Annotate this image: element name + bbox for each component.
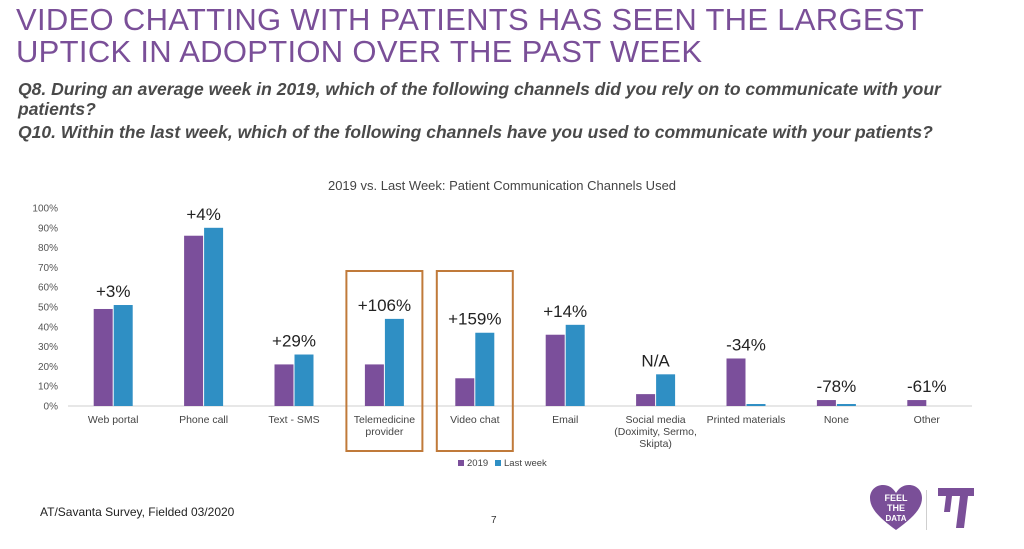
y-tick-label: 40% [38,322,58,333]
bar-last-week [384,318,404,406]
svg-text:DATA: DATA [885,514,906,523]
legend-swatch [458,460,464,466]
bar-2019 [726,358,746,406]
x-category-label: Other [914,414,941,426]
legend-swatch [495,460,501,466]
x-category-label: (Doximity, Sermo, [614,426,697,438]
bar-last-week [746,404,766,406]
y-tick-label: 50% [38,303,58,314]
headline-line-2: UPTICK IN ADOPTION OVER THE PAST WEEK [16,34,703,69]
x-category-label: Video chat [450,414,500,426]
logo-divider [926,490,927,530]
y-tick-label: 70% [38,263,58,274]
x-category-label: Telemedicine [354,414,415,426]
y-tick-label: 30% [38,342,58,353]
bar-2019 [545,334,565,406]
y-tick-label: 100% [32,204,58,215]
x-category-label: Social media [626,414,686,426]
y-tick-label: 90% [38,223,58,234]
x-category-label: Skipta) [639,438,672,450]
change-label: +29% [272,332,316,351]
highlight-box [345,270,424,452]
footer-source: AT/Savanta Survey, Fielded 03/2020 [40,505,235,519]
change-label: +159% [448,310,501,329]
bar-2019 [274,364,294,406]
bar-last-week [656,374,676,406]
svg-text:FEEL: FEEL [884,493,908,503]
change-label: +3% [96,282,131,301]
change-label: -34% [726,335,766,354]
change-label: -78% [817,377,857,396]
chart-area: 2019 vs. Last Week: Patient Communicatio… [0,170,1024,480]
change-label: +4% [186,205,221,224]
x-category-label: Email [552,414,578,426]
bar-2019 [816,400,836,406]
x-category-label: provider [365,426,403,438]
x-category-label: None [824,414,849,426]
legend-label: 2019 [467,458,488,469]
x-category-label: Web portal [88,414,139,426]
bar-2019 [907,400,927,406]
bar-2019 [636,394,656,406]
y-tick-label: 80% [38,243,58,254]
bar-last-week [294,354,314,406]
change-label: N/A [641,351,670,370]
x-category-label: Printed materials [707,414,786,426]
legend-label: Last week [504,458,547,469]
slide-headline: VIDEO CHATTING WITH PATIENTS HAS SEEN TH… [16,4,1016,68]
x-category-label: Text - SMS [268,414,319,426]
bar-last-week [836,404,856,406]
question-q8: Q8. During an average week in 2019, whic… [18,79,941,119]
bar-last-week [113,305,133,406]
bar-2019 [93,308,113,406]
bar-last-week [475,332,495,406]
bar-last-week [565,324,585,406]
y-tick-label: 60% [38,283,58,294]
y-tick-label: 0% [44,402,59,413]
bar-chart: 2019 vs. Last Week: Patient Communicatio… [32,178,972,469]
bar-2019 [184,235,204,406]
feel-the-data-heart-icon: FEEL THE DATA [868,484,924,537]
headline-line-1: VIDEO CHATTING WITH PATIENTS HAS SEEN TH… [16,2,925,37]
x-category-label: Phone call [179,414,228,426]
highlight-box [435,270,514,452]
change-label: -61% [907,377,947,396]
y-tick-label: 10% [38,382,58,393]
change-label: +14% [543,302,587,321]
svg-text:THE: THE [887,503,905,513]
y-tick-label: 20% [38,362,58,373]
page-number: 7 [491,515,497,526]
chart-title: 2019 vs. Last Week: Patient Communicatio… [328,178,676,193]
bar-last-week [204,227,224,406]
change-label: +106% [358,296,411,315]
pi-brand-icon [936,486,976,537]
question-q10: Q10. Within the last week, which of the … [18,122,933,142]
bar-2019 [364,364,384,406]
bar-2019 [455,378,475,406]
